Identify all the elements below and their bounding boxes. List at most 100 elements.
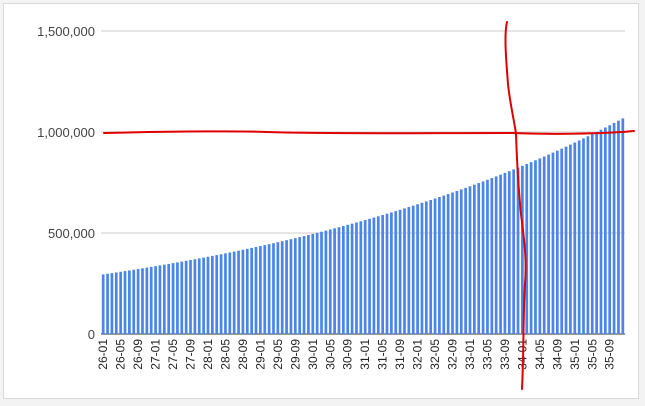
bar	[459, 189, 463, 334]
x-tick-label: 33-09	[498, 339, 512, 370]
x-tick-label: 27-09	[184, 339, 198, 370]
bar	[119, 271, 123, 334]
bar	[477, 183, 481, 334]
bar	[525, 164, 529, 334]
x-tick-label: 28-01	[201, 339, 215, 370]
bar	[424, 201, 428, 334]
bar	[368, 218, 371, 334]
bar	[451, 192, 454, 334]
x-tick-label: 32-05	[428, 339, 442, 370]
bar	[184, 260, 188, 334]
bar	[433, 198, 437, 334]
bar	[516, 167, 520, 334]
bar	[499, 174, 502, 334]
bar	[355, 222, 358, 334]
y-axis-ticks: 0 500,000 1,000,000 1,500,000	[37, 24, 95, 342]
x-tick-label: 28-05	[218, 339, 232, 370]
bar	[276, 242, 280, 334]
bar	[315, 232, 319, 334]
bar	[123, 271, 127, 334]
bar	[481, 181, 485, 334]
bar	[555, 150, 559, 334]
bar	[311, 233, 315, 334]
bar	[245, 248, 249, 334]
bar	[232, 251, 236, 334]
bar	[307, 234, 310, 334]
chart-container[interactable]: 0 500,000 1,000,000 1,500,000 26-01 26-05 26-…	[3, 3, 639, 399]
y-tick-label: 500,000	[48, 226, 95, 241]
bar	[494, 176, 498, 334]
bar	[438, 197, 441, 334]
bar-series	[101, 118, 625, 335]
x-axis-ticks: 26-01 26-05 26-09 27-01 27-05 27-09 28-01 28-05…	[96, 339, 617, 370]
bar	[455, 191, 459, 334]
bar	[577, 140, 581, 334]
x-tick-label: 27-01	[149, 339, 163, 370]
bar	[621, 118, 625, 335]
bar	[529, 162, 533, 334]
bar	[394, 211, 398, 334]
x-tick-label: 30-09	[341, 339, 355, 370]
bar	[328, 229, 332, 334]
x-tick-label: 31-01	[358, 339, 372, 370]
x-tick-label: 31-09	[393, 339, 407, 370]
x-tick-label: 30-01	[306, 339, 320, 370]
bar	[617, 120, 620, 334]
bar	[407, 207, 411, 334]
bar	[564, 146, 568, 334]
bar	[376, 216, 380, 334]
bar	[468, 186, 472, 334]
bar	[285, 240, 288, 334]
x-tick-label: 26-01	[96, 339, 110, 370]
x-tick-label: 28-09	[236, 339, 250, 370]
bar-chart: 0 500,000 1,000,000 1,500,000 26-01 26-05 26-…	[37, 21, 635, 390]
bar	[599, 129, 603, 334]
gridlines	[101, 30, 625, 335]
bar	[215, 255, 219, 334]
vertical-marker-line	[504, 21, 527, 390]
handdrawn-annotations	[103, 21, 635, 390]
bar	[180, 261, 184, 334]
bar	[507, 171, 511, 334]
bar	[110, 273, 114, 334]
bar	[512, 169, 516, 334]
bar	[228, 252, 232, 334]
bar	[136, 269, 140, 334]
bar	[442, 195, 446, 334]
x-tick-label: 35-09	[603, 339, 617, 370]
bar	[250, 247, 254, 334]
bar	[141, 268, 144, 334]
x-tick-label: 31-05	[376, 339, 390, 370]
bar	[538, 158, 542, 334]
bar	[411, 205, 415, 334]
x-tick-label: 33-01	[463, 339, 477, 370]
bar	[263, 245, 267, 334]
bar	[490, 178, 494, 334]
x-tick-label: 29-01	[253, 339, 267, 370]
bar	[446, 194, 450, 334]
bar	[241, 249, 245, 334]
x-tick-label: 35-05	[585, 339, 599, 370]
bar	[586, 136, 590, 334]
bar	[254, 247, 258, 334]
bar	[464, 187, 467, 334]
bar	[390, 212, 393, 334]
bar	[298, 237, 302, 334]
x-tick-label: 27-05	[166, 339, 180, 370]
x-tick-label: 32-09	[446, 339, 460, 370]
x-tick-label: 26-05	[114, 339, 128, 370]
bar	[381, 215, 385, 334]
bar	[149, 266, 153, 334]
bar	[219, 254, 223, 334]
bar	[193, 259, 197, 334]
bar	[547, 154, 550, 334]
bar	[211, 255, 214, 334]
horizontal-marker-line	[103, 130, 635, 135]
bar	[189, 260, 192, 334]
bar	[503, 172, 507, 334]
bar	[416, 204, 419, 334]
x-tick-label: 34-05	[533, 339, 547, 370]
bar	[363, 220, 367, 334]
bar	[237, 250, 240, 334]
bar	[162, 264, 166, 334]
